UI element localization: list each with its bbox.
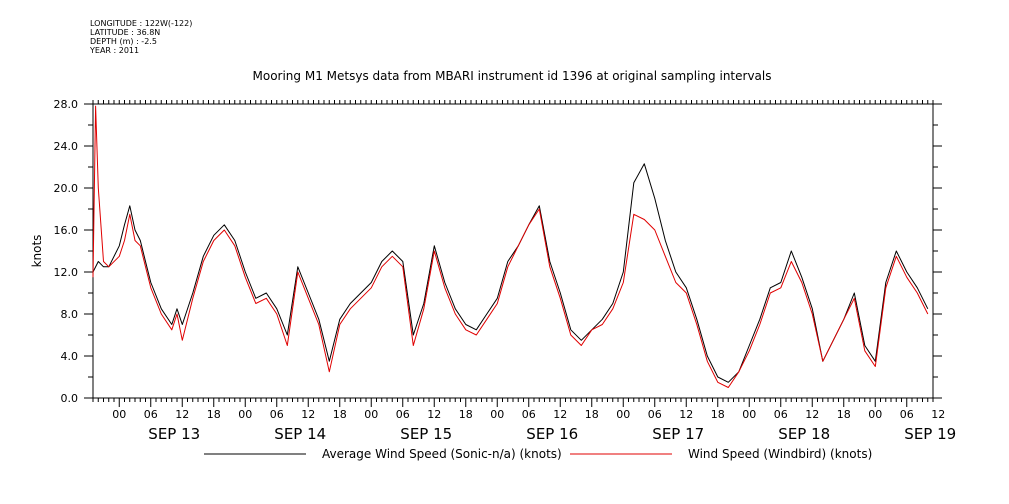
y-tick-label: 16.0 — [54, 224, 79, 237]
y-tick-label: 0.0 — [61, 392, 79, 405]
x-hour-label: 12 — [805, 408, 819, 421]
x-day-label: SEP 15 — [400, 425, 452, 443]
x-hour-label: 06 — [774, 408, 788, 421]
x-hour-label: 06 — [522, 408, 536, 421]
x-hour-label: 18 — [207, 408, 221, 421]
x-hour-label: 18 — [837, 408, 851, 421]
x-hour-label: 00 — [238, 408, 252, 421]
y-tick-label: 28.0 — [54, 98, 79, 111]
plot-frame — [92, 103, 934, 399]
x-hour-label: 18 — [585, 408, 599, 421]
series-line-windbird — [92, 105, 929, 388]
x-hour-label: 12 — [553, 408, 567, 421]
legend-label-windbird: Wind Speed (Windbird) (knots) — [688, 447, 872, 461]
longitude-text: LONGITUDE : 122W(-122) — [90, 19, 193, 28]
x-hour-label: 06 — [396, 408, 410, 421]
latitude-text: LATITUDE : 36.8N — [90, 28, 161, 37]
axes-group: 0.0 4.0 8.0 12.0 16.0 20.0 24.0 28.0 00 06 12 18 00 0… — [54, 98, 957, 443]
x-hour-label: 00 — [112, 408, 126, 421]
x-hour-label: 00 — [616, 408, 630, 421]
x-hour-label: 06 — [270, 408, 284, 421]
y-tick-label: 4.0 — [61, 350, 79, 363]
x-day-label: SEP 17 — [652, 425, 704, 443]
x-hour-label: 18 — [333, 408, 347, 421]
legend-label-sonic: Average Wind Speed (Sonic-n/a) (knots) — [322, 447, 562, 461]
y-axis-label: knots — [30, 235, 44, 268]
legend: Average Wind Speed (Sonic-n/a) (knots) Wi… — [204, 447, 872, 461]
x-day-label: SEP 19 — [904, 425, 956, 443]
x-day-label: SEP 18 — [778, 425, 830, 443]
series-line-sonic — [92, 163, 929, 383]
metadata-block: LONGITUDE : 122W(-122) LATITUDE : 36.8N … — [90, 19, 192, 55]
x-hour-label: 12 — [679, 408, 693, 421]
series-layer — [92, 105, 929, 388]
x-hour-label: 12 — [301, 408, 315, 421]
x-hour-label: 18 — [711, 408, 725, 421]
y-tick-label: 12.0 — [54, 266, 79, 279]
x-hour-label: 00 — [868, 408, 882, 421]
y-tick-label: 20.0 — [54, 182, 79, 195]
y-tick-label: 24.0 — [54, 140, 79, 153]
x-hour-label: 18 — [459, 408, 473, 421]
x-hour-label: 06 — [648, 408, 662, 421]
x-hour-label: 06 — [144, 408, 158, 421]
x-hour-label: 12 — [931, 408, 945, 421]
x-hour-label: 12 — [427, 408, 441, 421]
x-hour-label: 00 — [490, 408, 504, 421]
x-day-label: SEP 13 — [148, 425, 200, 443]
x-day-label: SEP 16 — [526, 425, 578, 443]
chart-title: Mooring M1 Metsys data from MBARI instru… — [253, 69, 772, 83]
x-hour-label: 12 — [175, 408, 189, 421]
x-hour-label: 00 — [742, 408, 756, 421]
depth-text: DEPTH (m) : -2.5 — [90, 37, 157, 46]
x-day-label: SEP 14 — [274, 425, 326, 443]
x-hour-label: 00 — [364, 408, 378, 421]
year-text: YEAR : 2011 — [90, 46, 140, 55]
x-hour-label: 06 — [900, 408, 914, 421]
y-tick-label: 8.0 — [61, 308, 79, 321]
